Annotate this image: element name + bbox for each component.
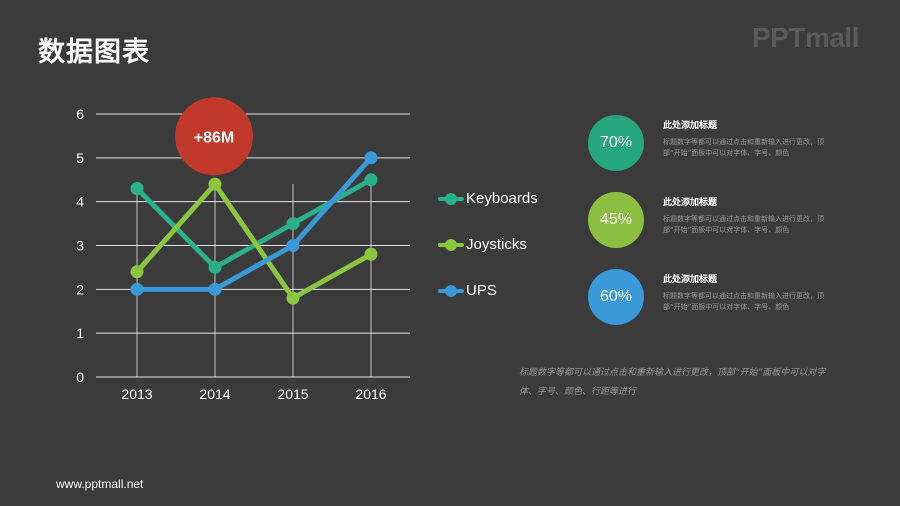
page-title: 数据图表 xyxy=(38,37,150,68)
footnote-text: 标题数字等都可以通过点击和重新输入进行更改，顶部“开始”面板中可以对字体、字号、… xyxy=(519,368,826,397)
legend-label: UPS xyxy=(466,282,497,299)
data-point-ups xyxy=(130,282,144,296)
brand-logo: PPTmall xyxy=(752,22,859,53)
data-point-joysticks xyxy=(130,265,144,279)
legend-item-ups[interactable]: UPS xyxy=(438,282,578,328)
data-point-keyboards xyxy=(130,182,144,196)
data-point-ups xyxy=(364,151,378,165)
series-line-ups xyxy=(134,155,374,292)
y-tick-label: 3 xyxy=(76,238,84,254)
chart-annotation: +86M xyxy=(175,97,253,176)
y-tick-label: 1 xyxy=(76,325,84,341)
kpi-title: 此处添加标题 xyxy=(663,275,718,285)
legend-label: Joysticks xyxy=(466,236,527,253)
y-tick-label: 0 xyxy=(76,369,84,385)
series-line-keyboards xyxy=(134,177,374,270)
chart-series xyxy=(130,151,378,305)
data-point-joysticks xyxy=(286,291,300,305)
y-tick-label: 4 xyxy=(76,194,84,210)
kpi-title: 此处添加标题 xyxy=(663,198,718,208)
data-point-joysticks xyxy=(364,247,378,261)
x-tick-label: 2013 xyxy=(121,386,152,402)
data-point-ups xyxy=(286,239,300,252)
website-url[interactable]: www.pptmall.net xyxy=(56,477,144,491)
kpi-description: 标题数字等都可以通过点击和重新输入进行更改，顶部“开始”面板中可以对字体、字号、… xyxy=(663,138,824,157)
kpi-title: 此处添加标题 xyxy=(663,121,718,131)
x-axis-ticks: 2013 2014 2015 2016 xyxy=(121,386,386,402)
legend-item-joysticks[interactable]: Joysticks xyxy=(438,236,578,282)
x-tick-label: 2014 xyxy=(199,386,230,402)
kpi-card: 70% 此处添加标题 标题数字等都可以通过点击和重新输入进行更改，顶部“开始”面… xyxy=(588,110,848,187)
y-axis-ticks: 0 1 2 3 4 5 6 xyxy=(76,106,84,385)
x-tick-label: 2015 xyxy=(277,386,308,402)
data-point-keyboards xyxy=(364,173,378,187)
y-tick-label: 6 xyxy=(76,106,84,122)
kpi-card: 60% 此处添加标题 标题数字等都可以通过点击和重新输入进行更改，顶部“开始”面… xyxy=(588,264,848,341)
series-line-joysticks xyxy=(134,181,374,301)
kpi-percent-badge: 60% xyxy=(588,269,644,325)
data-point-ups xyxy=(208,282,222,296)
kpi-description: 标题数字等都可以通过点击和重新输入进行更改，顶部“开始”面板中可以对字体、字号、… xyxy=(663,292,824,311)
x-tick-label: 2016 xyxy=(355,386,386,402)
legend-item-keyboards[interactable]: Keyboards xyxy=(438,190,578,236)
legend-label: Keyboards xyxy=(466,190,538,207)
y-tick-label: 5 xyxy=(76,150,84,166)
data-point-keyboards xyxy=(208,260,222,274)
kpi-list: 70% 此处添加标题 标题数字等都可以通过点击和重新输入进行更改，顶部“开始”面… xyxy=(588,110,848,341)
chart-legend: Keyboards Joysticks UPS xyxy=(438,190,578,328)
data-point-keyboards xyxy=(286,217,300,231)
y-tick-label: 2 xyxy=(76,281,84,297)
annotation-bubble xyxy=(175,97,253,176)
legend-swatch-keyboards xyxy=(438,193,464,205)
legend-swatch-joysticks xyxy=(438,239,464,251)
kpi-description: 标题数字等都可以通过点击和重新输入进行更改，顶部“开始”面板中可以对字体、字号、… xyxy=(663,215,824,234)
legend-swatch-ups xyxy=(438,285,464,297)
annotation-label: +86M xyxy=(194,129,234,146)
data-point-joysticks xyxy=(208,177,222,191)
kpi-card: 45% 此处添加标题 标题数字等都可以通过点击和重新输入进行更改，顶部“开始”面… xyxy=(588,187,848,264)
kpi-percent-badge: 45% xyxy=(588,192,644,248)
kpi-percent-badge: 70% xyxy=(588,115,644,171)
